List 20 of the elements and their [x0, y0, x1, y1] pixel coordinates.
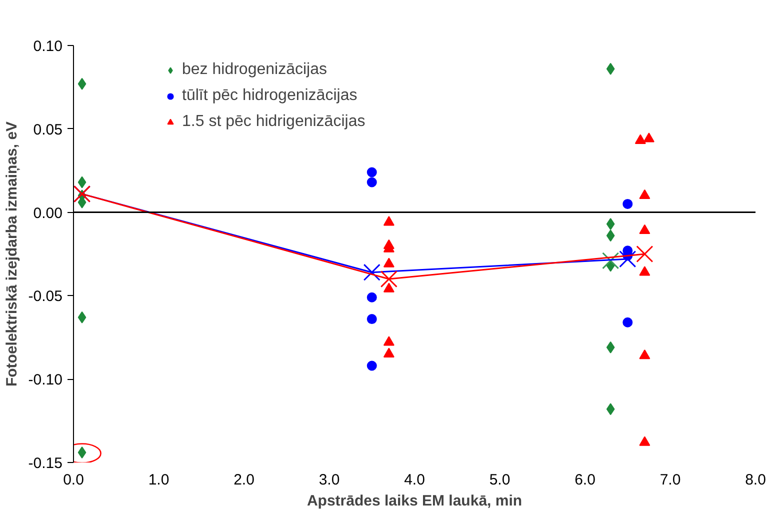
y-tick-label: 0.05	[33, 121, 63, 138]
x-tick-label: 5.0	[489, 472, 510, 488]
x-tick-label: 8.0	[745, 472, 766, 488]
x-tick-label: 4.0	[404, 472, 425, 488]
x-tick-label: 0.0	[63, 472, 84, 488]
x-tick-label: 3.0	[318, 472, 340, 488]
x-tick-label: 6.0	[574, 472, 596, 488]
y-tick-label: -0.05	[28, 288, 63, 306]
x-axis-title: Apstrādes laiks EM laukā, min	[306, 492, 522, 510]
y-tick-label: -0.15	[28, 455, 63, 472]
legend-label: tūlīt pēc hidrogenizācijas	[182, 87, 358, 105]
legend-label: bez hidrogenizācijas	[182, 61, 327, 79]
x-tick-label: 7.0	[660, 472, 681, 488]
y-tick-label: -0.10	[28, 372, 63, 389]
legend-label: 1.5 st pēc hidrigenizācijas	[182, 113, 366, 131]
y-axis-title: Fotoelektriskā izejdarba izmaiņas, eV	[3, 121, 20, 387]
y-tick-label: 0.10	[33, 38, 63, 55]
y-tick-label: 0.00	[33, 204, 63, 222]
x-tick-label: 1.0	[148, 472, 170, 488]
x-tick-label: 2.0	[234, 472, 254, 488]
